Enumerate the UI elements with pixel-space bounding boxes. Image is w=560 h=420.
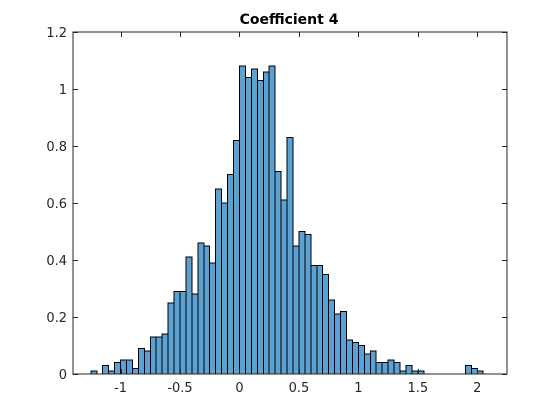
histogram-bar: [340, 310, 347, 375]
histogram-bar: [238, 65, 246, 375]
y-tick-label: 0.6: [46, 197, 67, 212]
histogram-bar: [357, 345, 365, 375]
histogram-bar: [167, 302, 175, 375]
histogram-bar: [244, 77, 252, 375]
histogram-bar: [209, 262, 217, 375]
x-tick-label: 0.5: [289, 381, 310, 396]
histogram-bar: [149, 336, 157, 375]
histogram-bar: [197, 242, 205, 375]
histogram-bar: [114, 362, 122, 375]
y-axis: 0 0.2 0.4 0.6 0.8 1 1.2: [46, 26, 507, 383]
histogram-bar: [375, 362, 383, 375]
histogram-bar: [304, 233, 312, 375]
histogram-bar: [126, 359, 133, 375]
histogram-bar: [203, 245, 211, 375]
histogram-bar: [464, 364, 472, 375]
histogram-bar: [256, 79, 264, 375]
histogram-bar: [292, 245, 300, 375]
histogram-bar: [298, 231, 306, 375]
histogram-bar: [310, 265, 318, 375]
x-tick-label: 1.5: [407, 381, 428, 396]
histogram-bar: [191, 293, 199, 375]
histogram-bar: [179, 290, 187, 375]
histogram-bar: [161, 333, 169, 375]
histogram-bar: [351, 342, 359, 375]
histogram-bar: [274, 171, 282, 375]
histogram-bar: [405, 364, 413, 375]
y-tick-label: 0.8: [46, 140, 67, 155]
y-tick-label: 1.2: [46, 26, 67, 41]
y-tick-label: 0: [59, 368, 67, 383]
histogram-bar: [393, 362, 401, 375]
histogram-bar: [143, 350, 151, 375]
histogram-bar: [345, 339, 353, 375]
histogram-bar: [173, 290, 181, 375]
histogram-bar: [280, 199, 288, 375]
x-tick-label: 1: [354, 381, 362, 396]
x-axis: -1 -0.5 0 0.5 1 1.5 2: [114, 32, 481, 396]
x-tick-label: 0: [235, 381, 243, 396]
histogram-bar: [316, 265, 324, 375]
histogram-bar: [215, 188, 223, 375]
histogram-bar: [102, 364, 110, 375]
histogram-bar: [185, 256, 193, 375]
histogram-bar: [334, 313, 342, 375]
histogram-bar: [268, 65, 276, 375]
histogram-bar: [262, 71, 270, 375]
y-tick-label: 1: [59, 83, 67, 98]
histogram-bar: [387, 359, 395, 375]
histogram-bar: [470, 367, 478, 375]
histogram-bar: [155, 336, 163, 375]
histogram-bar: [322, 273, 330, 375]
histogram-bar: [286, 136, 294, 375]
x-tick-label: -0.5: [167, 381, 192, 396]
histogram-bar: [131, 367, 139, 375]
chart-title: Coefficient 4: [240, 12, 339, 28]
histogram-bar: [233, 139, 240, 375]
histogram-bar: [328, 299, 336, 375]
bars-group: [90, 65, 484, 375]
histogram-bar: [227, 174, 235, 375]
histogram-bar: [221, 202, 229, 375]
histogram-bar: [369, 350, 377, 375]
x-tick-label: 2: [473, 381, 481, 396]
y-tick-label: 0.4: [46, 254, 67, 269]
histogram-bar: [137, 347, 145, 375]
x-tick-label: -1: [114, 381, 127, 396]
histogram-bar: [381, 362, 389, 375]
y-tick-label: 0.2: [46, 311, 67, 326]
histogram-bar: [250, 68, 258, 375]
histogram-bar: [363, 353, 371, 375]
